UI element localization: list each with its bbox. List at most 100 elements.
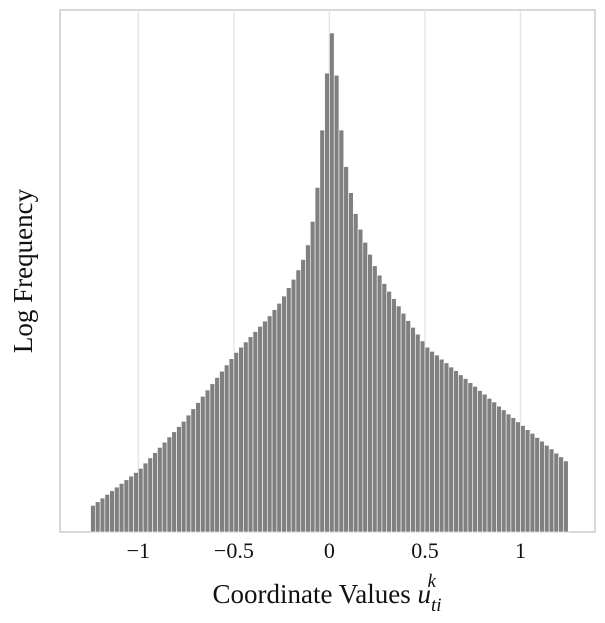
bar xyxy=(348,192,354,533)
bar xyxy=(524,429,531,533)
bar xyxy=(209,383,216,533)
bar xyxy=(123,479,130,533)
bar xyxy=(228,358,235,533)
bar xyxy=(185,414,192,533)
bar xyxy=(481,393,488,533)
bar xyxy=(310,221,316,533)
bar xyxy=(276,303,282,533)
bar xyxy=(118,483,125,533)
bar xyxy=(357,228,364,533)
bar xyxy=(243,341,249,533)
bar xyxy=(147,457,153,533)
bar xyxy=(267,315,273,533)
bar xyxy=(257,326,263,533)
bar xyxy=(262,320,268,533)
bar xyxy=(491,401,497,533)
bar xyxy=(391,298,397,533)
bar xyxy=(462,378,469,533)
bar xyxy=(319,129,325,533)
x-label-symbol: u xyxy=(417,579,431,609)
bar xyxy=(338,129,345,533)
x-label-superscript: k xyxy=(428,571,437,592)
bar xyxy=(104,494,110,533)
bar xyxy=(486,398,493,533)
x-tick-label: −0.5 xyxy=(214,538,254,563)
bar xyxy=(434,354,440,533)
bar xyxy=(515,421,521,533)
bar xyxy=(381,283,388,533)
bar xyxy=(214,377,220,533)
x-tick-label: 0.5 xyxy=(411,538,439,563)
bar xyxy=(529,433,536,533)
bar xyxy=(386,291,392,533)
bar xyxy=(352,213,359,533)
bar xyxy=(424,346,431,533)
bar xyxy=(453,370,459,533)
bar xyxy=(295,269,302,533)
x-label-text: Coordinate Values xyxy=(212,579,410,609)
y-axis-label: Log Frequency xyxy=(8,188,38,353)
bar xyxy=(204,389,211,533)
bar xyxy=(271,309,278,533)
bar xyxy=(544,445,550,533)
x-label-subscript: ti xyxy=(431,595,442,616)
bar xyxy=(252,331,259,533)
bar xyxy=(458,374,464,533)
bar xyxy=(286,287,292,533)
bar xyxy=(367,253,373,533)
bar xyxy=(563,460,569,533)
bar xyxy=(224,364,230,533)
bar xyxy=(429,351,435,533)
bar xyxy=(133,472,139,533)
bar xyxy=(152,452,158,533)
bar xyxy=(300,259,306,533)
bar xyxy=(195,402,201,533)
bar xyxy=(290,279,297,533)
bar xyxy=(477,390,483,533)
bar xyxy=(90,505,96,533)
bar xyxy=(233,352,239,533)
bar xyxy=(400,312,407,533)
ticks: −1 −0.5 0 0.5 1 xyxy=(127,538,526,563)
bar xyxy=(176,426,182,533)
x-axis-label: Coordinate Values uti k xyxy=(212,571,441,616)
bar xyxy=(501,409,507,533)
bar xyxy=(443,362,450,533)
bar xyxy=(372,265,378,533)
bar xyxy=(438,358,445,533)
bar xyxy=(362,241,368,533)
x-tick-label: 1 xyxy=(515,538,526,563)
x-tick-label: −1 xyxy=(127,538,150,563)
bar xyxy=(520,425,526,533)
bar xyxy=(534,437,540,533)
bar xyxy=(142,462,149,533)
bar xyxy=(467,382,474,533)
bar xyxy=(247,336,254,533)
bar xyxy=(238,346,244,533)
bar xyxy=(138,468,144,533)
x-tick-label: 0 xyxy=(324,538,335,563)
bar xyxy=(329,32,335,533)
bar xyxy=(314,187,321,533)
bar xyxy=(376,274,383,533)
bar xyxy=(109,490,115,533)
bar xyxy=(305,244,311,533)
bar xyxy=(200,395,206,533)
bar xyxy=(333,74,340,533)
bar xyxy=(410,327,416,533)
bar xyxy=(510,417,517,533)
bar xyxy=(395,305,402,533)
bar xyxy=(99,497,106,533)
bar xyxy=(405,320,411,533)
bar xyxy=(157,447,163,533)
bar xyxy=(472,386,478,533)
bar xyxy=(190,408,196,533)
bar xyxy=(496,405,502,533)
bar xyxy=(558,456,564,533)
bar xyxy=(448,366,454,533)
bar xyxy=(281,295,287,533)
bar xyxy=(548,448,555,533)
bars xyxy=(90,32,569,533)
bar xyxy=(128,475,134,533)
bar xyxy=(415,333,421,533)
